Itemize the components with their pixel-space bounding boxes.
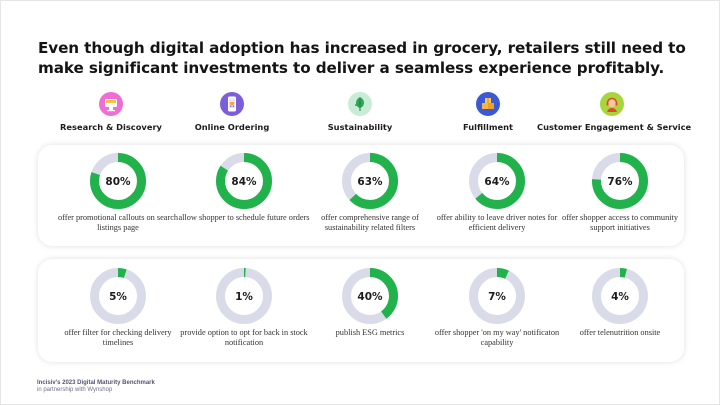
category-sustainability: Sustainability [285, 92, 435, 132]
footer-title: Incisiv’s 2023 Digital Maturity Benchmar… [37, 380, 155, 386]
stat-back-in-stock: 1% provide option to opt for back in sto… [174, 268, 314, 349]
stat-description: offer shopper access to community suppor… [562, 213, 678, 233]
stat-description: provide option to opt for back in stock … [180, 328, 308, 348]
stat-telenutrition: 4% offer telenutrition onsite [550, 268, 690, 338]
stat-description: allow shopper to schedule future orders [178, 213, 310, 222]
donut-value: 5% [109, 291, 127, 303]
footer-credit: Incisiv’s 2023 Digital Maturity Benchmar… [37, 380, 155, 394]
category-online-ordering: Online Ordering [157, 92, 307, 132]
category-row: Research & Discovery Online Ordering Sus… [40, 92, 691, 138]
boxes-icon [476, 92, 500, 116]
stats-panel-bottom: 5% offer filter for checking delivery ti… [38, 259, 684, 362]
donut-value: 64% [484, 176, 510, 188]
category-research-discovery: Research & Discovery [36, 92, 186, 132]
donut-value: 4% [611, 291, 629, 303]
donut-fill [592, 153, 648, 209]
category-customer-engagement: Customer Engagement & Service [537, 92, 692, 132]
donut-chart: 5% [90, 268, 146, 324]
footer-subtitle: in partnership with Wynshop [37, 387, 113, 393]
stat-description: offer promotional callouts on search lis… [57, 213, 179, 233]
donut-chart: 80% [90, 153, 146, 209]
donut-fill [592, 268, 648, 324]
donut-value: 84% [231, 176, 257, 188]
donut-value: 7% [488, 291, 506, 303]
stat-description: offer filter for checking delivery timel… [64, 328, 172, 348]
donut-fill [216, 268, 272, 324]
leaf-icon [348, 92, 372, 116]
donut-chart: 7% [469, 268, 525, 324]
stat-community-support: 76% offer shopper access to community su… [550, 153, 690, 234]
donut-chart: 1% [216, 268, 272, 324]
donut-value: 63% [357, 176, 383, 188]
donut-fill [469, 268, 525, 324]
donut-fill [90, 153, 146, 209]
stat-promo-callouts: 80% offer promotional callouts on search… [48, 153, 188, 234]
category-label: Customer Engagement & Service [537, 122, 692, 132]
donut-chart: 4% [592, 268, 648, 324]
stat-driver-notes: 64% offer ability to leave driver notes … [427, 153, 567, 234]
stat-sustainability-filters: 63% offer comprehensive range of sustain… [300, 153, 440, 234]
category-label: Fulfillment [463, 122, 513, 132]
stat-schedule-orders: 84% allow shopper to schedule future ord… [174, 153, 314, 223]
stat-description: offer comprehensive range of sustainabil… [321, 213, 419, 233]
category-label: Research & Discovery [60, 122, 162, 132]
mobile-cart-icon [220, 92, 244, 116]
donut-value: 76% [607, 176, 633, 188]
donut-value: 40% [357, 291, 383, 303]
stats-panel-top: 80% offer promotional callouts on search… [38, 145, 684, 246]
stat-delivery-timeline-filter: 5% offer filter for checking delivery ti… [48, 268, 188, 349]
stat-esg-metrics: 40% publish ESG metrics [300, 268, 440, 338]
stat-description: offer telenutrition onsite [579, 328, 661, 337]
stat-description: publish ESG metrics [335, 328, 405, 337]
donut-fill [90, 268, 146, 324]
donut-value: 1% [235, 291, 253, 303]
stat-on-my-way: 7% offer shopper 'on my way' notificaton… [427, 268, 567, 349]
headline: Even though digital adoption has increas… [38, 39, 686, 77]
support-agent-icon [600, 92, 624, 116]
donut-chart: 40% [342, 268, 398, 324]
shop-screen-icon [99, 92, 123, 116]
donut-chart: 63% [342, 153, 398, 209]
category-label: Sustainability [327, 122, 393, 132]
category-label: Online Ordering [194, 122, 270, 132]
donut-chart: 64% [469, 153, 525, 209]
donut-fill [469, 153, 525, 209]
donut-fill [216, 153, 272, 209]
donut-fill [342, 153, 398, 209]
donut-chart: 76% [592, 153, 648, 209]
donut-chart: 84% [216, 153, 272, 209]
stat-description: offer ability to leave driver notes for … [436, 213, 558, 233]
donut-value: 80% [105, 176, 131, 188]
donut-fill [342, 268, 398, 324]
stat-description: offer shopper 'on my way' notificaton ca… [434, 328, 560, 348]
category-fulfillment: Fulfillment [413, 92, 563, 132]
